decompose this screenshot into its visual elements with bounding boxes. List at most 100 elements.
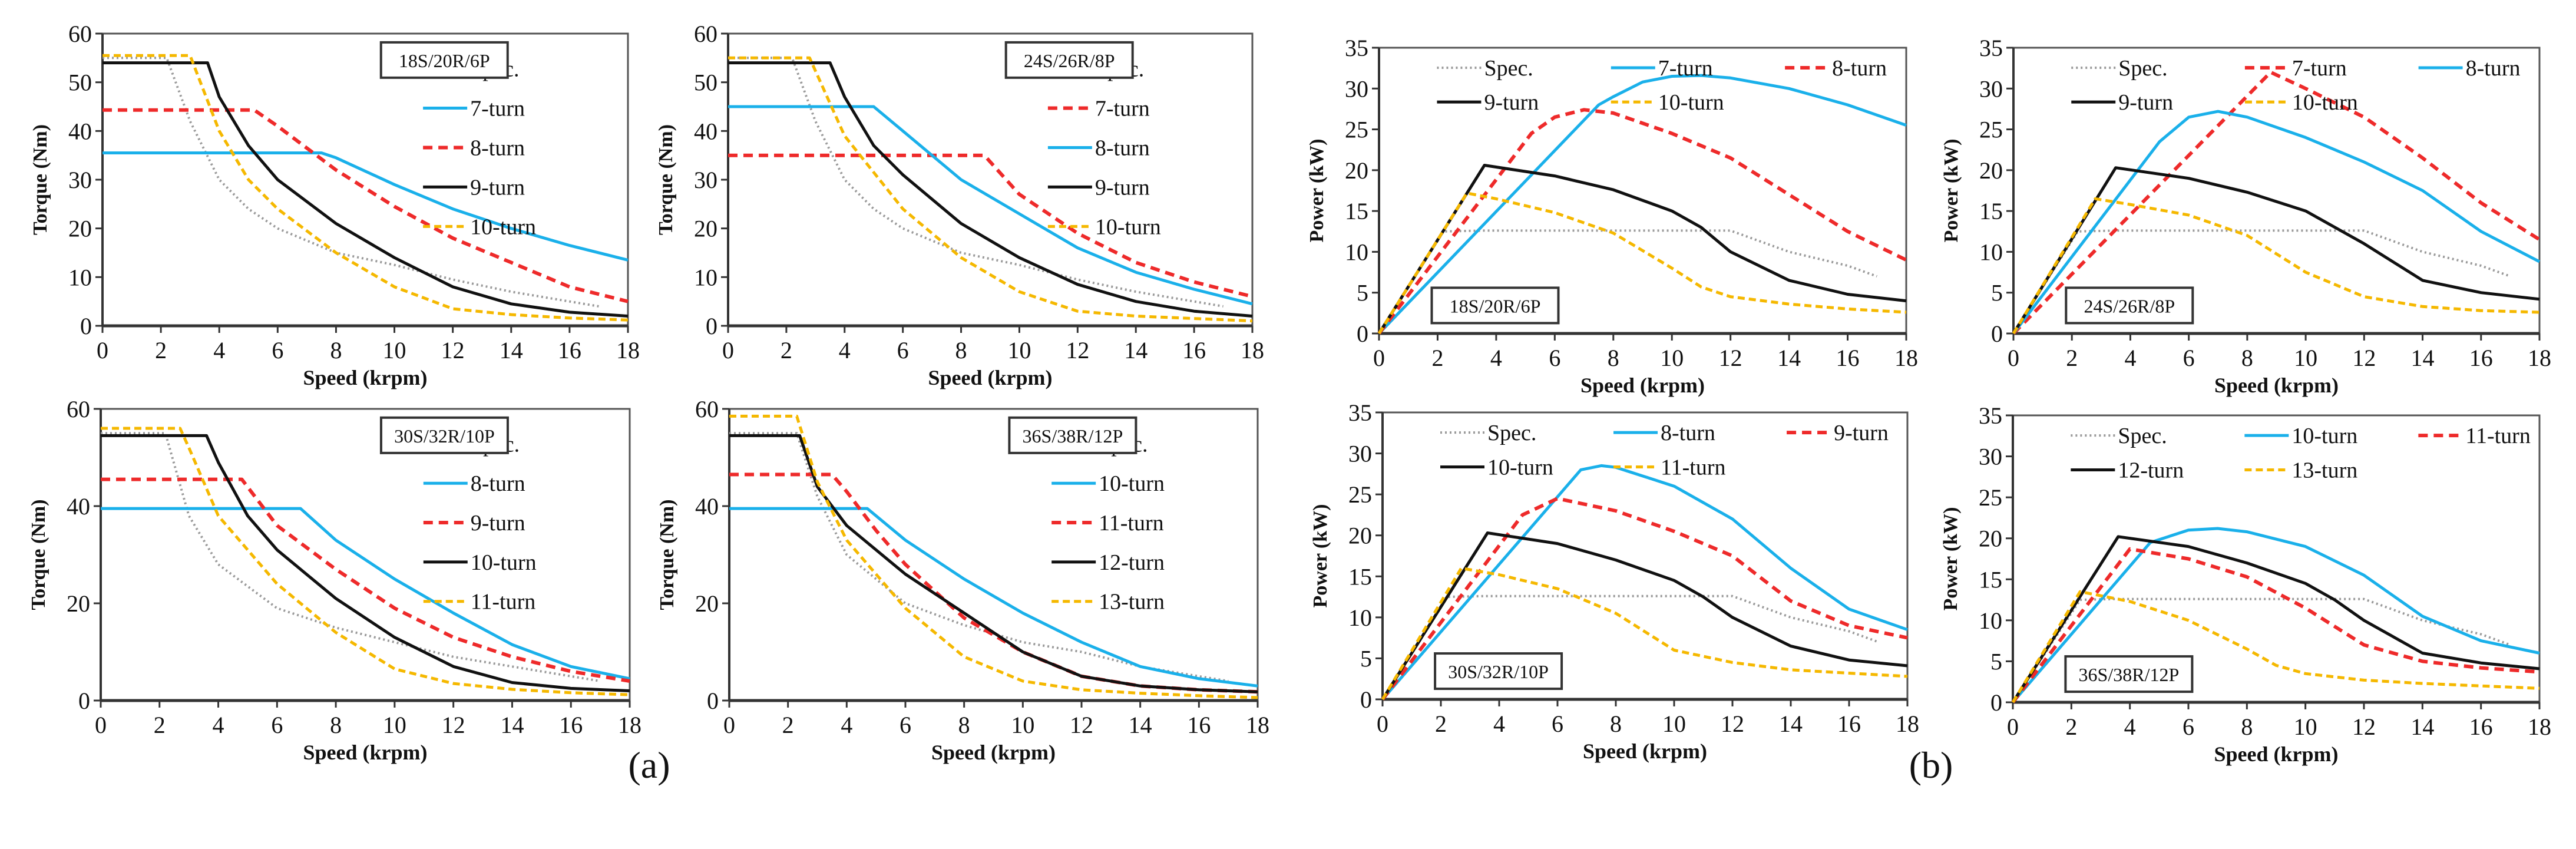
x-tick-label: 16 (1836, 345, 1860, 371)
x-tick-label: 16 (2469, 713, 2493, 740)
y-tick-label: 20 (68, 216, 92, 242)
x-tick-label: 4 (1490, 345, 1502, 371)
y-tick-label: 10 (1348, 604, 1372, 631)
series-line-9-turn (102, 61, 629, 318)
x-tick-label: 6 (2183, 345, 2195, 371)
x-tick-label: 12 (2352, 345, 2376, 371)
y-axis-label: Power (kW) (1940, 507, 1962, 611)
x-tick-label: 10 (1007, 337, 1031, 364)
x-tick-label: 10 (2294, 345, 2317, 371)
series-line-spec- (101, 432, 601, 682)
x-tick-label: 0 (722, 337, 734, 364)
series-line-9-turn (2012, 166, 2540, 335)
y-tick-label: 15 (1979, 198, 2003, 224)
legend-label: 8-turn (2466, 56, 2521, 81)
series-line-10-turn (1377, 191, 1907, 335)
x-tick-label: 2 (782, 712, 794, 738)
legend-label: Spec. (2118, 56, 2167, 81)
config-label: 36S/38R/12P (1023, 425, 1123, 447)
y-tick-label: 30 (694, 167, 717, 193)
y-tick-label: 0 (1991, 321, 2003, 347)
x-tick-label: 12 (1721, 711, 1744, 737)
panel-label-b: (b) (1909, 744, 1953, 786)
x-tick-label: 2 (1431, 345, 1443, 371)
y-tick-label: 35 (1979, 402, 2002, 429)
y-tick-label: 15 (1348, 563, 1372, 590)
chart-7: 0 2 4 6 8 10 12 14 16 18 0 5 10 15 20 25 30 35 Speed (krpm… (1310, 399, 1919, 763)
config-label-box (2064, 655, 2194, 693)
chart-6: 0 2 4 6 8 10 12 14 16 18 0 5 10 15 20 25 30 35 Speed (krpm… (1940, 35, 2551, 397)
x-tick-label: 12 (2352, 713, 2376, 740)
x-tick-label: 4 (213, 712, 224, 738)
y-tick-label: 0 (1990, 689, 2002, 716)
y-tick-label: 40 (67, 493, 90, 520)
x-tick-label: 10 (1660, 345, 1684, 371)
x-tick-label: 12 (1719, 345, 1742, 371)
x-axis-label: Speed (krpm) (1580, 374, 1705, 397)
legend-label: 10-turn (1658, 90, 1724, 115)
y-tick-label: 35 (1979, 35, 2003, 61)
y-tick-label: 20 (1345, 157, 1368, 184)
legend-label: 7-turn (470, 96, 525, 121)
chart-5: 0 2 4 6 8 10 12 14 16 18 0 5 10 15 20 25 30 35 Speed (krpm… (1306, 35, 1918, 397)
series-line-8-turn (102, 108, 629, 303)
x-tick-label: 10 (2294, 713, 2317, 740)
x-axis-label: Speed (krpm) (928, 366, 1052, 389)
x-tick-label: 18 (1894, 345, 1918, 371)
x-tick-label: 10 (383, 712, 406, 738)
legend-label: Spec. (2118, 424, 2167, 448)
x-tick-label: 4 (2124, 713, 2136, 740)
config-label-box (1434, 652, 1563, 691)
x-tick-label: 10 (1011, 712, 1034, 738)
x-tick-label: 0 (97, 337, 108, 364)
x-axis-label: Speed (krpm) (2214, 374, 2339, 397)
chart-4: 0 2 4 6 8 10 12 14 16 18 0 20 40 60 Speed (krpm) Torque… (656, 396, 1269, 764)
config-label-box (1008, 416, 1137, 454)
y-tick-label: 25 (1348, 481, 1372, 508)
x-tick-label: 6 (1549, 345, 1560, 371)
legend-label: 9-turn (1484, 90, 1539, 115)
legend-label: 12-turn (2118, 458, 2184, 483)
x-axis-label: Speed (krpm) (931, 741, 1056, 764)
plot-frame (101, 32, 629, 327)
series-line-10-turn (729, 507, 1258, 688)
x-axis-label: Speed (krpm) (303, 366, 427, 389)
x-tick-label: 8 (330, 337, 342, 364)
plot-frame (100, 408, 631, 702)
y-axis-label: Power (kW) (1310, 504, 1331, 608)
legend-label: 8-turn (470, 136, 525, 160)
x-tick-label: 18 (1246, 712, 1269, 738)
legend-label: 7-turn (1095, 96, 1150, 121)
y-axis-label: Torque (Nm) (656, 500, 678, 610)
legend-label: 13-turn (2291, 458, 2357, 483)
x-tick-label: 2 (1435, 711, 1447, 737)
legend-label: 7-turn (1658, 56, 1713, 81)
y-tick-label: 15 (1345, 198, 1368, 224)
config-label-box (379, 416, 509, 454)
series-line-10-turn (102, 54, 629, 322)
y-tick-label: 20 (1979, 157, 2003, 184)
x-tick-label: 4 (213, 337, 225, 364)
x-tick-label: 2 (2066, 345, 2078, 371)
x-tick-label: 4 (2124, 345, 2136, 371)
x-tick-label: 12 (441, 337, 465, 364)
legend-label: 8-turn (1095, 136, 1150, 160)
x-tick-label: 16 (558, 337, 581, 364)
series-line-8-turn (728, 105, 1253, 306)
x-tick-label: 6 (272, 337, 283, 364)
y-tick-label: 30 (1348, 441, 1372, 467)
series-line-9-turn (728, 61, 1253, 318)
x-tick-label: 18 (618, 712, 641, 738)
y-tick-label: 60 (67, 396, 90, 422)
series-line-9-turn (101, 477, 630, 683)
series-line-10-turn (1381, 531, 1908, 701)
y-axis-label: Torque (Nm) (28, 500, 49, 610)
series-line-11-turn (1381, 566, 1908, 701)
x-tick-label: 0 (95, 712, 107, 738)
legend-label: 10-turn (1487, 455, 1553, 480)
x-tick-label: 10 (383, 337, 406, 364)
x-tick-label: 0 (723, 712, 735, 738)
y-tick-label: 40 (694, 118, 717, 144)
x-tick-label: 14 (500, 337, 523, 364)
